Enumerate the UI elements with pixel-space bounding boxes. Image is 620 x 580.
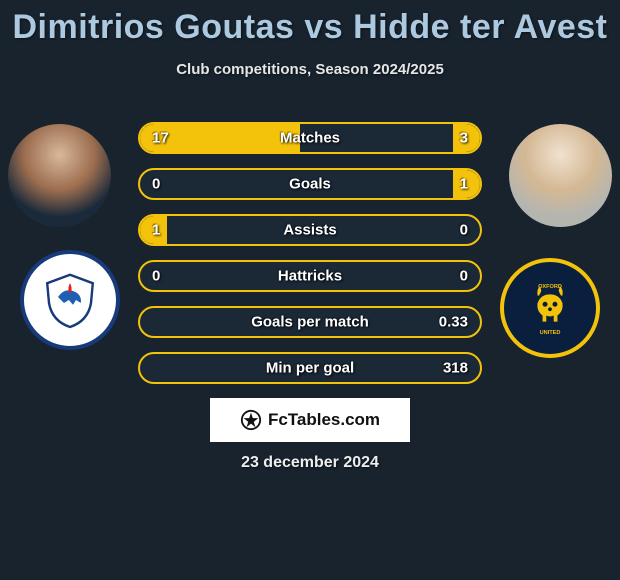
stat-label: Min per goal [140, 360, 480, 377]
oxford-badge-icon: OXFORD UNITED [519, 277, 581, 339]
stat-bar-left [140, 216, 167, 244]
stat-bar-left [140, 124, 300, 152]
footer-brand: FcTables.com [210, 398, 410, 442]
subtitle: Club competitions, Season 2024/2025 [0, 61, 620, 78]
cardiff-badge-icon [40, 270, 100, 330]
stat-label: Goals [140, 176, 480, 193]
stats-container: 173Matches01Goals10Assists00Hattricks0.3… [138, 122, 482, 398]
stat-row: 173Matches [138, 122, 482, 154]
stat-value-right: 0 [460, 222, 468, 239]
stat-row: 318Min per goal [138, 352, 482, 384]
club-badge-left [20, 250, 120, 350]
stat-label: Assists [140, 222, 480, 239]
stat-value-left: 0 [152, 268, 160, 285]
svg-text:UNITED: UNITED [540, 330, 561, 336]
stat-row: 10Assists [138, 214, 482, 246]
stat-value-left: 0 [152, 176, 160, 193]
svg-text:OXFORD: OXFORD [538, 284, 562, 290]
fctables-logo-icon [240, 409, 262, 431]
stat-value-right: 0.33 [439, 314, 468, 331]
stat-row: 0 0Hattricks [138, 260, 482, 292]
stat-row: 0.33Goals per match [138, 306, 482, 338]
player-avatar-right [509, 124, 612, 227]
stat-value-right: 318 [443, 360, 468, 377]
footer-brand-text: FcTables.com [268, 410, 380, 430]
stat-label: Hattricks [140, 268, 480, 285]
stat-label: Goals per match [140, 314, 480, 331]
stat-value-right: 0 [460, 268, 468, 285]
stat-bar-right [453, 170, 480, 198]
player-avatar-left [8, 124, 111, 227]
club-badge-right: OXFORD UNITED [500, 258, 600, 358]
stat-row: 01Goals [138, 168, 482, 200]
page-title: Dimitrios Goutas vs Hidde ter Avest [0, 0, 620, 47]
date-label: 23 december 2024 [0, 454, 620, 472]
stat-bar-right [453, 124, 480, 152]
